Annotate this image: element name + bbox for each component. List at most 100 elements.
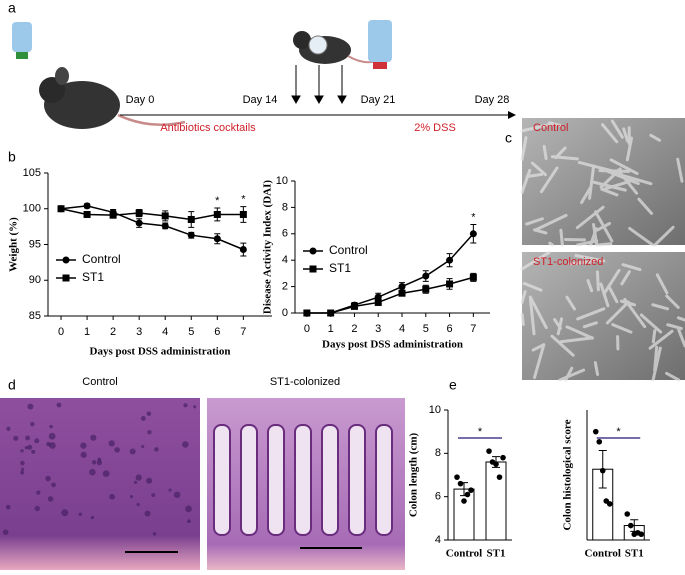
nucleus [187,519,191,523]
data-point [461,498,467,504]
nucleus [174,492,180,498]
data-point [593,429,599,435]
marker [214,211,221,218]
nucleus [80,442,86,448]
marker [422,286,429,293]
day-label: Day 14 [243,94,278,106]
y-axis-label: Weight (%) [8,217,20,272]
nucleus [20,461,25,466]
data-point [600,468,606,474]
nucleus [90,435,96,441]
nucleus [89,469,96,476]
marker [240,246,247,253]
marker [63,275,70,282]
crypt [322,425,338,535]
legend-label: Control [82,252,121,266]
x-tick-label: 7 [240,326,246,338]
x-tick-label: 5 [188,326,194,338]
x-tick-label: 7 [470,323,476,335]
illustration [12,20,392,129]
panel-label: d [8,377,16,393]
fiber [598,244,611,245]
day-label: Day 21 [361,94,396,106]
nucleus [27,404,33,410]
y-tick-label: 4 [282,254,288,266]
fiber [600,171,629,172]
x-tick-label: 1 [328,323,334,335]
marker [470,230,477,237]
nucleus [81,452,87,458]
panel-label: c [505,130,512,146]
legend-label: ST1 [329,261,351,275]
marker [303,310,310,317]
marker [446,257,453,264]
data-point [624,511,630,517]
bar [486,462,506,540]
annotation: * [241,194,246,206]
nucleus [136,503,139,506]
marker [351,303,358,310]
marker [110,212,117,219]
marker [240,211,247,218]
nucleus [145,511,151,517]
marker [136,210,143,217]
nucleus [20,471,24,475]
data-point [493,461,499,467]
nucleus [151,493,155,497]
marker [188,232,195,239]
day-label: Day 0 [126,94,155,106]
data-point [465,492,471,498]
marker [310,248,317,255]
nucleus [193,405,196,408]
y-tick-label: 100 [23,203,41,215]
legend-label: ST1 [82,270,104,284]
nucleus [141,416,146,421]
x-tick-label: 0 [304,323,310,335]
histology-image [0,398,200,570]
crypt [268,425,284,535]
significance-label: * [616,426,621,438]
phase-label: Antibiotics cocktails [160,122,256,134]
crypt [241,425,257,535]
nucleus [169,489,172,492]
x-tick-label: 4 [162,326,168,338]
timeline-arrow [508,111,516,119]
nucleus [130,448,136,454]
marker [136,220,143,227]
x-tick-label: 5 [423,323,429,335]
y-tick-label: 95 [29,238,41,250]
sem-label: Control [533,122,568,134]
marker [162,222,169,229]
marker [188,216,195,223]
nucleus [114,447,120,453]
nucleus [61,509,68,516]
sem-image [522,252,685,380]
phase-label: 2% DSS [414,122,456,134]
y-axis-label: Disease Activity Index (DAI) [262,180,274,314]
nucleus [35,506,40,511]
fiber [550,243,553,245]
nucleus [6,427,10,431]
panel-label: b [8,149,16,165]
crypt [295,425,311,535]
annotation: * [471,211,476,223]
marker [399,290,406,297]
marker [399,283,406,290]
x-tick-label: 6 [447,323,453,335]
marker [84,211,91,218]
x-axis-label: Days post DSS administration [90,346,231,358]
nucleus [13,436,18,441]
nucleus [79,513,82,516]
y-tick-label: 85 [29,310,41,322]
nucleus [21,468,24,471]
y-tick-label: 105 [23,167,41,179]
marker [84,202,91,209]
legend-label: Control [329,243,368,257]
y-tick-label: 10 [429,404,441,416]
x-tick-label: 3 [136,326,142,338]
nucleus [183,403,187,407]
nucleus [185,505,192,512]
fiber [544,146,546,158]
nucleus [146,478,152,484]
y-tick-label: 0 [282,307,288,319]
